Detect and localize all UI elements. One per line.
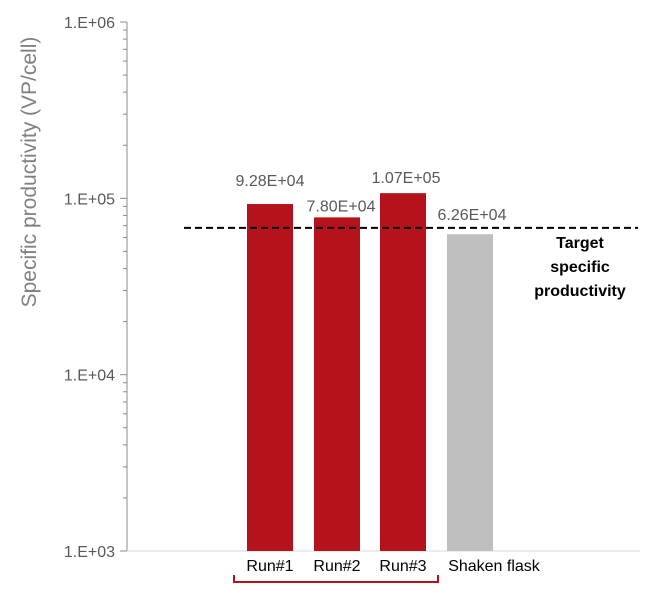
runs-bracket [233,575,439,583]
bar-data-label: 6.26E+04 [438,207,507,224]
bar [380,193,426,552]
target-label-line-2: specific [550,259,610,276]
bar [314,217,360,551]
bar-data-label: 7.80E+04 [307,198,376,215]
y-axis: 1.E+03 1.E+04 1.E+05 1.E+06 [64,15,640,561]
bar [447,234,493,552]
y-tick-label: 1.E+06 [64,15,115,32]
y-axis-label: Specific productivity (VP/cell) [18,37,41,308]
bars: 9.28E+04 Run#1 7.80E+04 Run#2 1.07E+05 Run#3 6… [236,170,541,575]
bar-data-label: 9.28E+04 [236,173,305,190]
target-label-line-3: productivity [534,283,626,300]
y-tick-label: 1.E+05 [64,191,115,208]
x-category-label: Run#3 [379,558,426,575]
x-category-label: Shaken flask [448,558,541,575]
bar-data-label: 1.07E+05 [372,170,441,187]
bar [247,204,293,551]
y-tick-label: 1.E+03 [64,544,115,561]
x-category-label: Run#2 [313,558,360,575]
x-category-label: Run#1 [246,558,293,575]
target-label-line-1: Target [556,235,604,252]
y-tick-label: 1.E+04 [64,368,115,385]
